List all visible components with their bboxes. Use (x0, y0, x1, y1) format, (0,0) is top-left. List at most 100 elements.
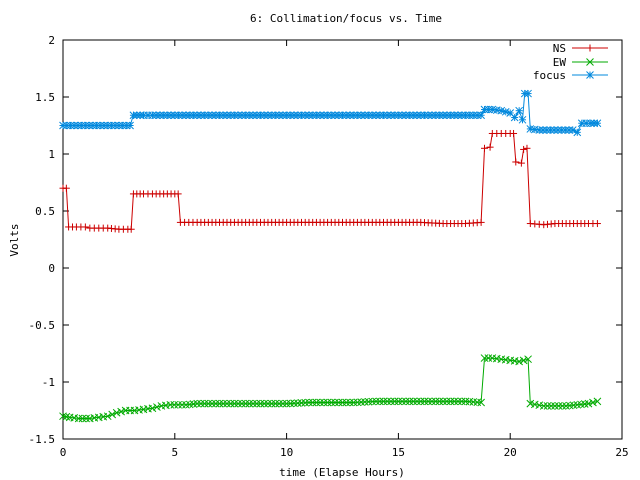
point-ew-d2 (316, 398, 324, 407)
point-focus-d2 (342, 111, 351, 120)
point-focus-d2 (334, 111, 343, 120)
point-focus-d2 (446, 111, 455, 120)
point-ew-d2 (178, 400, 186, 409)
point-ew-d2 (589, 398, 597, 407)
point-focus-d2 (167, 111, 175, 120)
point-focus-d2 (271, 111, 280, 120)
point-ew-d2 (215, 399, 224, 408)
point-focus-d2 (178, 111, 187, 120)
point-focus-d2 (312, 111, 321, 120)
point-focus-d2 (435, 111, 444, 120)
point-ew (62, 412, 71, 421)
point-focus-d2 (148, 111, 157, 120)
point-focus-d2 (561, 126, 570, 134)
point-ew (435, 397, 444, 406)
point-focus-d2 (480, 105, 489, 114)
legend-marker-ns (586, 44, 594, 52)
point-ew-d2 (312, 398, 321, 407)
x-tick-label: 20 (504, 446, 517, 459)
point-ew (223, 399, 231, 408)
point-ew-d2 (117, 407, 125, 416)
point-focus-d2 (211, 111, 220, 120)
point-focus-d2 (182, 111, 190, 120)
point-focus-d2 (252, 111, 261, 120)
point-ew (264, 399, 272, 408)
point-focus (542, 126, 551, 134)
point-ew (431, 397, 440, 406)
point-focus-d2 (230, 111, 239, 120)
point-ew-d2 (334, 398, 343, 407)
point-focus-d2 (62, 121, 71, 130)
point-ew (327, 398, 336, 407)
point-focus-d2 (416, 111, 425, 120)
point-ew (379, 397, 388, 406)
point-ew (174, 400, 183, 409)
point-ew (372, 397, 380, 406)
point-focus-d2 (81, 121, 90, 130)
point-focus-d2 (398, 111, 406, 120)
x-axis: 0 5 10 15 20 25 (60, 40, 629, 459)
point-focus-d2 (264, 111, 272, 120)
point-ew-d2 (78, 414, 87, 423)
point-focus-d2 (59, 121, 67, 130)
point-ew (484, 354, 493, 362)
point-ns (510, 129, 518, 137)
point-focus-d2 (506, 109, 515, 117)
point-ew-d2 (401, 397, 410, 406)
point-ew (170, 400, 179, 409)
point-ew (413, 397, 421, 406)
point-focus-d2 (267, 111, 276, 120)
point-ew-d2 (293, 399, 302, 407)
point-ew-d2 (323, 398, 332, 407)
y-tick-label: -0.5 (29, 319, 56, 332)
point-ew-d2 (439, 397, 447, 406)
point-focus (152, 111, 161, 120)
point-focus (85, 121, 93, 130)
point-ew-d2 (519, 356, 528, 365)
point-ew-d2 (530, 400, 539, 409)
point-focus-d2 (526, 125, 535, 133)
point-ew-d2 (331, 398, 339, 407)
point-focus (457, 111, 466, 120)
point-ew-d2 (204, 399, 213, 408)
point-focus-d2 (454, 111, 462, 120)
point-ew-d2 (484, 354, 493, 362)
point-ew-d2 (200, 399, 209, 408)
series-ns (59, 129, 601, 233)
point-focus (226, 111, 235, 120)
point-ew (249, 399, 257, 408)
point-ns (520, 145, 528, 153)
point-focus (279, 111, 287, 120)
point-focus-d2 (573, 128, 582, 137)
point-ew (252, 399, 261, 408)
point-focus-d2 (200, 111, 209, 120)
point-ew (390, 397, 399, 406)
legend-marker-ew (586, 58, 594, 66)
point-ew (305, 398, 313, 407)
point-focus-d2 (197, 111, 205, 120)
point-ew (275, 399, 284, 408)
point-ew-d2 (260, 399, 269, 408)
point-ew-d2 (230, 399, 239, 408)
point-focus-d2 (349, 111, 358, 120)
point-ew-d2 (197, 399, 205, 408)
point-ew (375, 397, 384, 406)
point-ew (424, 397, 433, 406)
point-focus-d2 (293, 111, 302, 120)
point-ew-d2 (584, 399, 593, 408)
point-ns (480, 144, 488, 152)
point-focus (308, 111, 317, 120)
point-focus-d2 (111, 121, 120, 130)
point-ew-d2 (208, 399, 216, 408)
point-focus-d2 (530, 125, 539, 134)
point-ew-d2 (383, 397, 392, 406)
point-focus (334, 111, 343, 120)
x-tick-label: 5 (171, 446, 178, 459)
series-focus (59, 89, 602, 137)
point-ew (554, 402, 563, 410)
point-focus-d2 (85, 121, 93, 130)
point-ew (416, 397, 425, 406)
point-focus (81, 121, 90, 130)
point-focus-d2 (282, 111, 291, 120)
point-focus-d2 (103, 121, 112, 130)
